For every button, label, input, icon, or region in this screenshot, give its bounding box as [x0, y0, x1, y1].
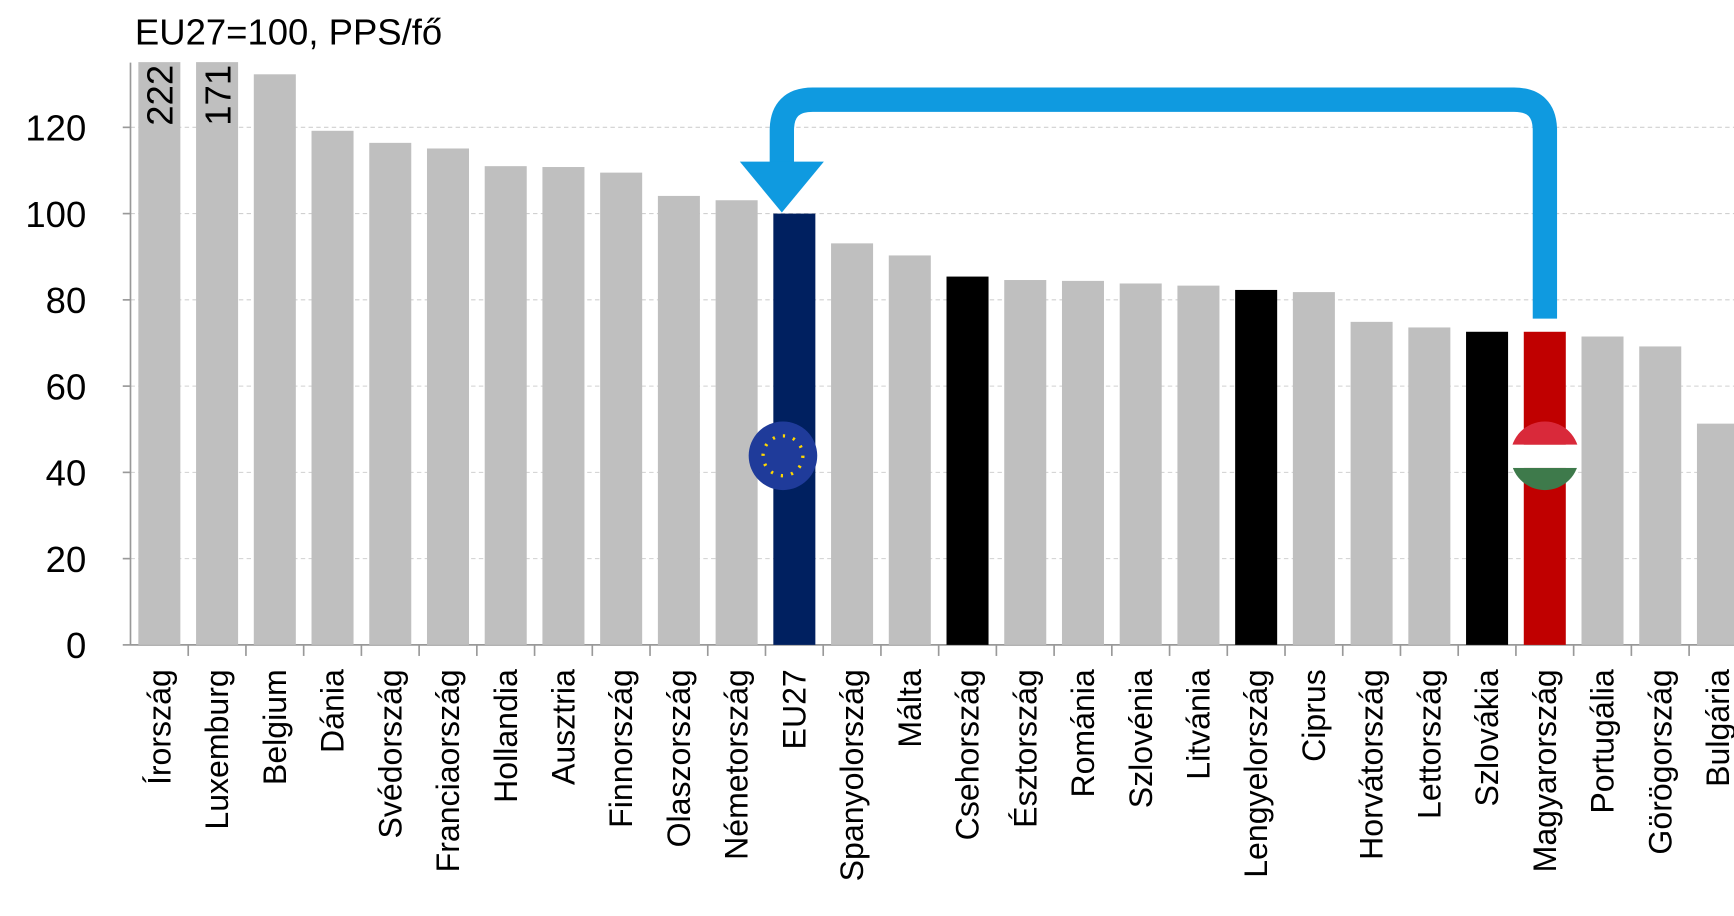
- x-tick-label: Svédország: [372, 669, 408, 838]
- y-tick-label: 120: [25, 108, 86, 149]
- x-tick-label: Szlovénia: [1123, 669, 1159, 808]
- bar: [831, 243, 874, 645]
- y-tick-label: 100: [25, 194, 86, 235]
- x-tick-label: Belgium: [257, 669, 293, 785]
- x-tick-label: Lengyelország: [1238, 669, 1274, 878]
- x-tick-label: Hollandia: [488, 669, 524, 803]
- x-tick-label: Németország: [719, 669, 755, 860]
- bar: [1235, 289, 1278, 645]
- bar: [253, 74, 296, 645]
- bar: [426, 148, 469, 645]
- x-tick-label: Szlovákia: [1469, 669, 1505, 806]
- x-tick-label: Luxemburg: [199, 669, 235, 829]
- x-tick-label: Franciaország: [430, 669, 466, 872]
- x-tick-label: Litvánia: [1180, 669, 1216, 780]
- x-tick-label: Ausztria: [545, 669, 581, 785]
- y-tick-label: 20: [46, 539, 87, 580]
- bar: [1004, 280, 1047, 645]
- value-label: 222: [140, 65, 181, 126]
- bar: [1177, 285, 1220, 645]
- bar: [369, 142, 412, 645]
- x-tick-label: Észtország: [1007, 669, 1043, 828]
- bar: [1119, 283, 1162, 645]
- bar: [1696, 423, 1734, 645]
- bar: [138, 62, 181, 645]
- bar: [542, 167, 585, 645]
- y-tick-label: 0: [66, 625, 86, 666]
- x-tick-label: Görögország: [1642, 669, 1678, 854]
- value-label: 171: [197, 65, 238, 126]
- bar: [311, 130, 354, 645]
- x-tick-label: Románia: [1065, 669, 1101, 797]
- bar: [715, 200, 758, 645]
- bar: [1408, 327, 1451, 645]
- x-tick-label: EU27: [776, 669, 812, 749]
- bar: [1350, 321, 1393, 645]
- x-tick-label: Lettország: [1411, 669, 1447, 819]
- bar: [484, 166, 527, 645]
- bar: [888, 255, 931, 645]
- bar: [600, 172, 643, 645]
- bar: [657, 195, 700, 645]
- bar: [196, 62, 239, 645]
- x-tick-label: Ciprus: [1296, 669, 1332, 762]
- bar: [1466, 331, 1509, 645]
- x-tick-label: Horvátország: [1354, 669, 1390, 860]
- bar: [1581, 336, 1624, 645]
- eu-flag: [748, 421, 818, 491]
- x-tick-label: Dánia: [315, 669, 351, 753]
- bar: [1061, 280, 1104, 645]
- chart-title: EU27=100, PPS/fő: [135, 11, 442, 52]
- y-tick-label: 40: [46, 453, 87, 494]
- bar: [1292, 292, 1335, 645]
- x-tick-label: Írország: [141, 669, 177, 785]
- x-tick-label: Olaszország: [661, 669, 697, 847]
- arrow-head: [739, 161, 824, 213]
- bar: [1639, 346, 1682, 645]
- arrow: [769, 87, 1558, 319]
- y-tick-label: 80: [46, 280, 87, 321]
- y-tick-label: 60: [46, 366, 87, 407]
- bar: [946, 276, 989, 645]
- x-tick-label: Portugália: [1585, 669, 1621, 814]
- x-tick-label: Csehország: [950, 669, 986, 840]
- x-tick-label: Málta: [892, 669, 928, 748]
- x-tick-label: Bulgária: [1700, 669, 1734, 787]
- x-tick-label: Spanyolország: [834, 669, 870, 881]
- x-tick-label: Finnország: [603, 669, 639, 828]
- hu-flag: [1510, 421, 1580, 491]
- x-tick-label: Magyarország: [1527, 669, 1563, 872]
